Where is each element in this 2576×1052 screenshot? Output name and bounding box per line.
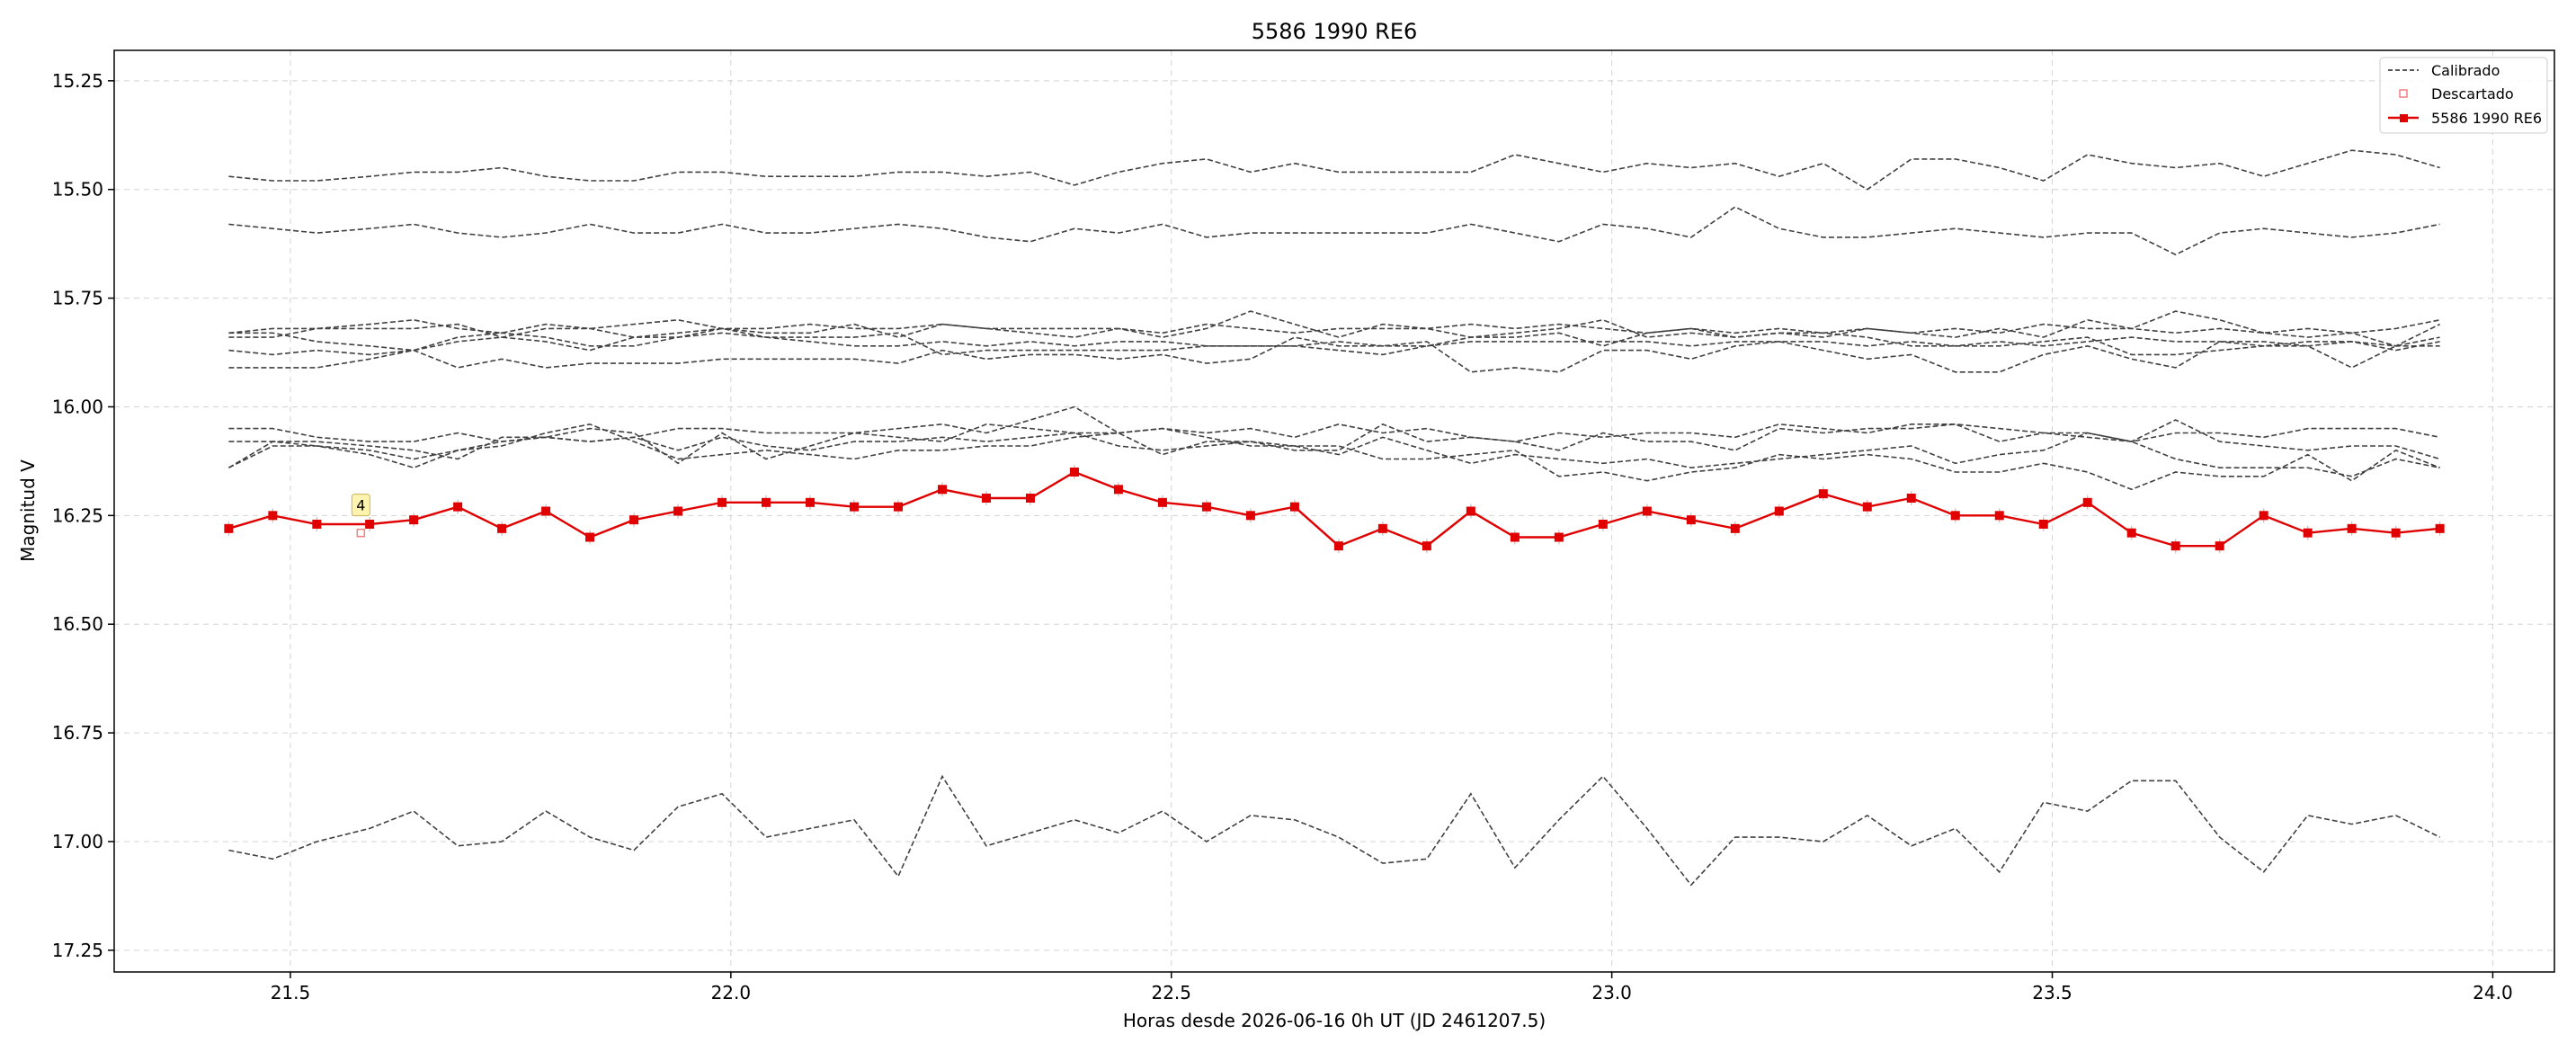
target-point [673,506,683,516]
y-tick-label: 15.50 [52,179,103,201]
comparison-series-line-5 [228,332,2440,356]
x-axis-title: Horas desde 2026-06-16 0h UT (JD 2461207… [1123,1010,1546,1031]
target-point [1598,520,1608,530]
target-point [1289,502,1299,512]
target-point [2215,541,2224,551]
target-point [1554,532,1564,542]
point-annotation-label: 4 [356,497,365,514]
x-tick-label: 21.5 [271,982,311,1003]
target-point [1818,489,1828,499]
target-point [1774,506,1784,516]
legend-label-calibrado: Calibrado [2431,62,2500,79]
target-point [2259,511,2268,521]
target-point [1950,511,1960,521]
chart-title: 5586 1990 RE6 [1252,19,1418,44]
comparison-series-line-1 [228,149,2440,191]
target-point [1245,511,1255,521]
y-tick-label: 17.00 [52,831,103,852]
target-point [497,523,507,533]
target-point [224,523,234,533]
target-point [2170,541,2180,551]
legend: Calibrado Descartado 5586 1990 RE6 [2379,57,2548,134]
comparison-series-line-4 [228,310,2440,347]
target-point [453,502,463,512]
target-point [1069,467,1079,477]
y-tick-label: 16.50 [52,613,103,635]
target-point [1642,506,1652,516]
target-point [585,532,595,542]
target-point [2303,528,2313,538]
y-tick-label: 15.25 [52,70,103,92]
target-point [2391,528,2401,538]
target-point [1201,502,1211,512]
target-point [2126,528,2136,538]
target-point [850,502,860,512]
y-tick-label: 16.00 [52,396,103,417]
target-point [1686,515,1696,525]
x-tick-label: 23.0 [1591,982,1632,1003]
comparison-series-line-3 [228,318,2440,334]
plot-frame [113,49,2555,973]
comparison-series-line-6 [228,327,2440,356]
x-tick-label: 23.5 [2032,982,2072,1003]
x-tick-label: 24.0 [2473,982,2513,1003]
target-point [312,520,322,530]
target-point [409,515,419,525]
target-point [2347,523,2357,533]
y-tick-label: 17.25 [52,940,103,961]
target-point [2435,523,2445,533]
legend-box [2379,57,2548,134]
target-point [1377,523,1387,533]
y-axis: 15.25 15.50 15.75 16.00 16.25 16.50 16.75 17.00… [52,70,114,961]
x-tick-label: 22.0 [711,982,752,1003]
y-axis-title: Magnitud V [17,459,39,562]
target-point [541,506,551,516]
target-point [1730,523,1740,533]
target-point [1157,497,1167,507]
point-annotation-box [351,494,370,517]
series-layer: 4 [224,149,2445,887]
target-point [894,502,904,512]
x-tick-label: 22.5 [1151,982,1191,1003]
target-point [1333,541,1343,551]
y-tick-label: 16.25 [52,504,103,526]
target-point [1466,506,1475,516]
target-point [1862,502,1872,512]
discarded-point [356,528,366,538]
grid [114,50,2554,972]
target-point [718,497,727,507]
target-point [762,497,771,507]
legend-label-target: 5586 1990 RE6 [2431,110,2542,127]
target-point [1906,493,1916,503]
target-point [2038,520,2048,530]
target-point [268,511,278,521]
y-tick-label: 15.75 [52,288,103,309]
target-point [365,520,375,530]
target-point [937,485,947,495]
target-point [629,515,639,525]
comparison-series-line-11 [228,423,2440,491]
comparison-series-line-2 [228,206,2440,256]
legend-label-descartado: Descartado [2431,85,2514,103]
target-point [1025,493,1035,503]
legend-swatch-target-marker [2400,114,2408,122]
target-point [1510,532,1520,542]
comparison-series-line-7 [228,336,2440,373]
target-point [1422,541,1431,551]
target-point [981,493,991,503]
x-axis: 21.5 22.0 22.5 23.0 23.5 24.0 [271,972,2513,1003]
legend-swatch-descartado [2399,89,2408,98]
target-point [1113,485,1123,495]
target-point [806,497,816,507]
target-point [2082,497,2092,507]
y-tick-label: 16.75 [52,722,103,744]
target-point [1994,511,2004,521]
comparison-series-line-12 [228,774,2440,887]
comparison-series-line-8 [228,423,2440,442]
